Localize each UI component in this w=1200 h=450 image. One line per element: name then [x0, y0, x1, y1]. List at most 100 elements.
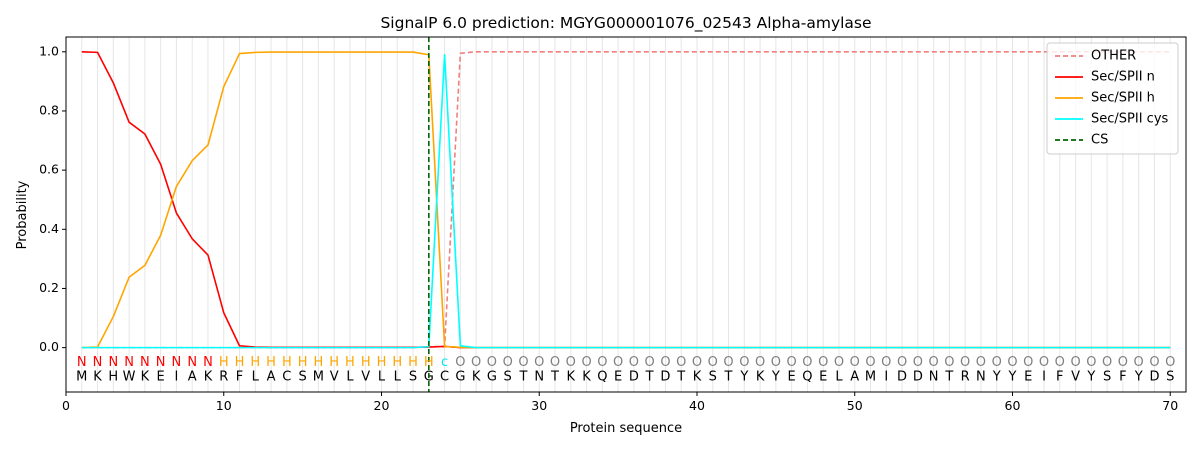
grid-lines: [81, 37, 1171, 392]
region-label: O: [676, 355, 686, 370]
region-label: O: [581, 355, 591, 370]
residue-label: Y: [771, 370, 780, 385]
residue-label: D: [913, 370, 923, 385]
residue-label: Y: [739, 370, 748, 385]
residue-label: K: [472, 370, 481, 385]
legend-label: CS: [1091, 133, 1108, 148]
region-label: H: [250, 355, 260, 370]
residue-label: T: [550, 370, 559, 385]
region-label: O: [1118, 355, 1128, 370]
residue-label: S: [1103, 370, 1111, 385]
residue-label: D: [897, 370, 907, 385]
region-label: O: [1165, 355, 1175, 370]
residue-label: D: [660, 370, 670, 385]
residue-label: Y: [1086, 370, 1095, 385]
region-label: O: [503, 355, 513, 370]
chart-title: SignalP 6.0 prediction: MGYG000001076_02…: [380, 14, 871, 33]
region-label: O: [865, 355, 875, 370]
region-label: H: [345, 355, 355, 370]
x-tick-label: 60: [1005, 398, 1021, 413]
region-label: O: [518, 355, 528, 370]
residue-label: L: [346, 370, 354, 385]
plot-frame: [65, 36, 1187, 393]
legend: OTHER Sec/SPII n Sec/SPII h Sec/SPII cys CS: [1046, 42, 1179, 155]
region-label: O: [660, 355, 670, 370]
residue-label: T: [676, 370, 685, 385]
region-label: O: [1134, 355, 1144, 370]
y-axis: 0.0 0.2 0.4 0.6 0.8 1.0: [39, 43, 66, 354]
residue-label: D: [629, 370, 639, 385]
residue-label: L: [378, 370, 386, 385]
residue-label: V: [1071, 370, 1080, 385]
residue-label: S: [504, 370, 512, 385]
region-label: O: [928, 355, 938, 370]
residue-label: G: [455, 370, 465, 385]
region-label: H: [361, 355, 371, 370]
residue-label: R: [219, 370, 228, 385]
legend-box: [1046, 42, 1179, 155]
region-label: O: [834, 355, 844, 370]
residue-label: K: [756, 370, 765, 385]
region-label: O: [708, 355, 718, 370]
region-label: H: [408, 355, 418, 370]
residue-label: C: [440, 370, 449, 385]
region-label: O: [692, 355, 702, 370]
region-label: H: [266, 355, 276, 370]
region-label: O: [534, 355, 544, 370]
residue-label: L: [394, 370, 402, 385]
residue-label: K: [141, 370, 150, 385]
legend-label: Sec/SPII cys: [1091, 112, 1169, 127]
y-axis-label: Probability: [15, 180, 30, 249]
region-label: O: [723, 355, 733, 370]
region-label: O: [992, 355, 1002, 370]
residue-label: A: [267, 370, 276, 385]
residue-label: Y: [992, 370, 1001, 385]
residue-label: G: [487, 370, 497, 385]
region-label: N: [156, 355, 166, 370]
residue-label: H: [108, 370, 118, 385]
residue-label: T: [518, 370, 527, 385]
region-label: H: [298, 355, 308, 370]
residue-label: T: [724, 370, 733, 385]
x-tick-label: 50: [847, 398, 863, 413]
x-tick-label: 10: [216, 398, 232, 413]
region-label: O: [739, 355, 749, 370]
residue-label: I: [175, 370, 179, 385]
x-axis: 0 10 20 30 40 50 60 70: [62, 392, 1178, 413]
region-label: O: [802, 355, 812, 370]
residue-label: A: [188, 370, 197, 385]
region-label: N: [77, 355, 87, 370]
legend-label: Sec/SPII n: [1091, 70, 1155, 85]
region-label: O: [1070, 355, 1080, 370]
region-label: H: [235, 355, 245, 370]
region-label: H: [314, 355, 324, 370]
region-label: O: [1149, 355, 1159, 370]
region-label: H: [424, 355, 434, 370]
region-label: O: [597, 355, 607, 370]
residue-label: Y: [1008, 370, 1017, 385]
residue-label: K: [693, 370, 702, 385]
region-label: O: [487, 355, 497, 370]
residue-label: W: [123, 370, 136, 385]
region-label: c: [441, 355, 448, 370]
residue-label: I: [884, 370, 888, 385]
y-tick-label: 0.6: [39, 162, 59, 177]
residue-label: V: [330, 370, 339, 385]
residue-label: E: [788, 370, 796, 385]
y-tick-label: 0.0: [39, 339, 59, 354]
region-label: O: [1007, 355, 1017, 370]
region-label: H: [377, 355, 387, 370]
region-label: H: [219, 355, 229, 370]
region-label: O: [471, 355, 481, 370]
residue-label: M: [865, 370, 876, 385]
series-line: [81, 51, 1171, 349]
residue-label: E: [1024, 370, 1032, 385]
legend-label: Sec/SPII h: [1091, 91, 1155, 106]
region-label: O: [1023, 355, 1033, 370]
x-axis-label: Protein sequence: [570, 421, 682, 436]
region-label: O: [913, 355, 923, 370]
residue-label: A: [850, 370, 859, 385]
region-label: O: [629, 355, 639, 370]
residue-label: E: [157, 370, 165, 385]
region-label: O: [1086, 355, 1096, 370]
